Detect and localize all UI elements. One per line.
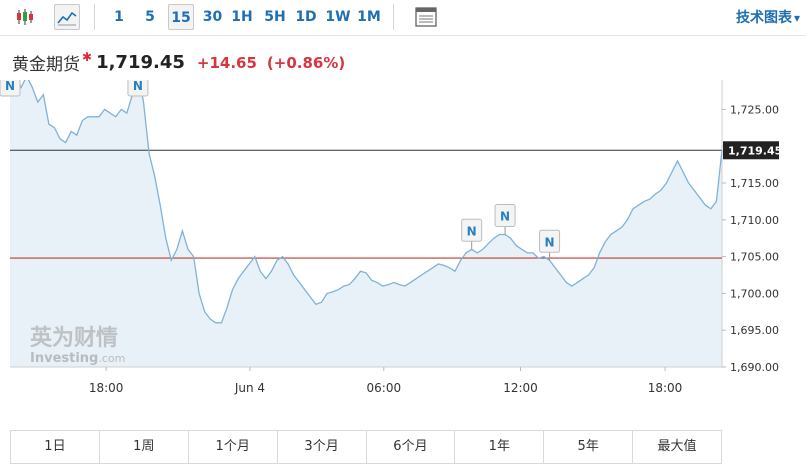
news-marker[interactable]: N (539, 229, 561, 261)
toolbar-divider (94, 4, 95, 30)
price-area-fill (10, 80, 722, 367)
x-tick-label: 06:00 (367, 381, 402, 395)
news-marker-label: N (545, 235, 555, 249)
y-tick-label: 1,725.00 (730, 103, 779, 116)
news-marker[interactable]: N (461, 218, 483, 250)
y-tick-label: 1,690.00 (730, 361, 779, 374)
timeframe-15[interactable]: 15 (168, 4, 194, 30)
price-chart[interactable]: 英为财情 Investing.com 1,690.00 1,695.00 1,700… (0, 80, 806, 400)
news-marker-label: N (500, 210, 510, 224)
range-1y[interactable]: 1年 (455, 431, 545, 463)
news-marker-label: N (133, 80, 143, 93)
news-marker-box (0, 80, 21, 97)
news-marker[interactable]: N (127, 80, 149, 97)
line-chart-icon (57, 11, 77, 26)
y-tick-label: 1,715.00 (730, 177, 779, 190)
news-marker-box (494, 204, 516, 228)
candlestick-chart-button[interactable] (12, 4, 38, 30)
y-tick-label: 1,695.00 (730, 324, 779, 337)
instrument-name: 黄金期货 (12, 55, 80, 75)
range-selector: 1日 1周 1个月 3个月 6个月 1年 5年 最大值 (10, 430, 722, 464)
news-marker[interactable]: N (0, 80, 21, 97)
timeframe-5h[interactable]: 5H (264, 9, 286, 25)
last-price: 1,719.45 (96, 52, 185, 73)
current-price-badge: 1,719.45 (723, 141, 782, 160)
timeframe-1[interactable]: 1 (114, 9, 124, 25)
candlestick-icon (17, 9, 33, 25)
technical-chart-link[interactable]: 技术图表 (736, 7, 800, 27)
watermark-logo: 英为财情 Investing.com (30, 325, 125, 366)
price-change-percent: (+0.86%) (266, 53, 346, 72)
y-tick-label: 1,710.00 (730, 214, 779, 227)
live-indicator-icon: ✱ (82, 50, 93, 64)
svg-text:Investing.com: Investing.com (30, 351, 125, 366)
chart-toolbar: 1 5 15 30 1H 5H 1D 1W 1M 技术图表 (0, 0, 806, 36)
timeframe-1w[interactable]: 1W (325, 9, 351, 25)
watermark-cn: 英为财情 (30, 325, 118, 351)
range-5y[interactable]: 5年 (544, 431, 634, 463)
news-marker-label: N (5, 80, 15, 93)
range-1d[interactable]: 1日 (11, 431, 100, 463)
range-6m[interactable]: 6个月 (367, 431, 456, 463)
timeframe-5[interactable]: 5 (145, 9, 155, 25)
x-tick-label: 18:00 (89, 381, 124, 395)
x-tick-label: 18:00 (648, 381, 683, 395)
toolbar-divider (393, 4, 394, 30)
news-marker-label: N (467, 224, 477, 238)
price-change: +14.65 (196, 53, 257, 72)
line-chart-button[interactable] (54, 4, 80, 30)
data-table-button[interactable] (413, 4, 439, 30)
news-marker-box (127, 80, 149, 97)
y-tick-label: 1,705.00 (730, 251, 779, 264)
timeframe-1m[interactable]: 1M (357, 9, 381, 25)
timeframe-1d[interactable]: 1D (295, 9, 317, 25)
news-marker-box (539, 229, 561, 253)
range-1m[interactable]: 1个月 (189, 431, 278, 463)
news-marker[interactable]: N (494, 204, 516, 235)
current-price-badge-label: 1,719.45 (728, 144, 782, 157)
watermark-suffix: .com (98, 352, 125, 365)
table-icon (415, 7, 437, 27)
timeframe-30[interactable]: 30 (202, 9, 223, 25)
x-tick-label: 12:00 (503, 381, 538, 395)
range-3m[interactable]: 3个月 (278, 431, 367, 463)
quote-header: 黄金期货 ✱ 1,719.45 +14.65 (+0.86%) (12, 50, 355, 75)
watermark-en: Investing (30, 351, 98, 366)
price-line (9, 80, 723, 324)
y-tick-label: 1,700.00 (730, 287, 779, 300)
range-max[interactable]: 最大值 (657, 439, 697, 454)
x-tick-label: Jun 4 (234, 381, 265, 395)
news-marker-box (461, 218, 483, 242)
range-1w[interactable]: 1周 (100, 431, 189, 463)
timeframe-1h[interactable]: 1H (231, 9, 253, 25)
current-price-badge-bg (723, 141, 779, 160)
